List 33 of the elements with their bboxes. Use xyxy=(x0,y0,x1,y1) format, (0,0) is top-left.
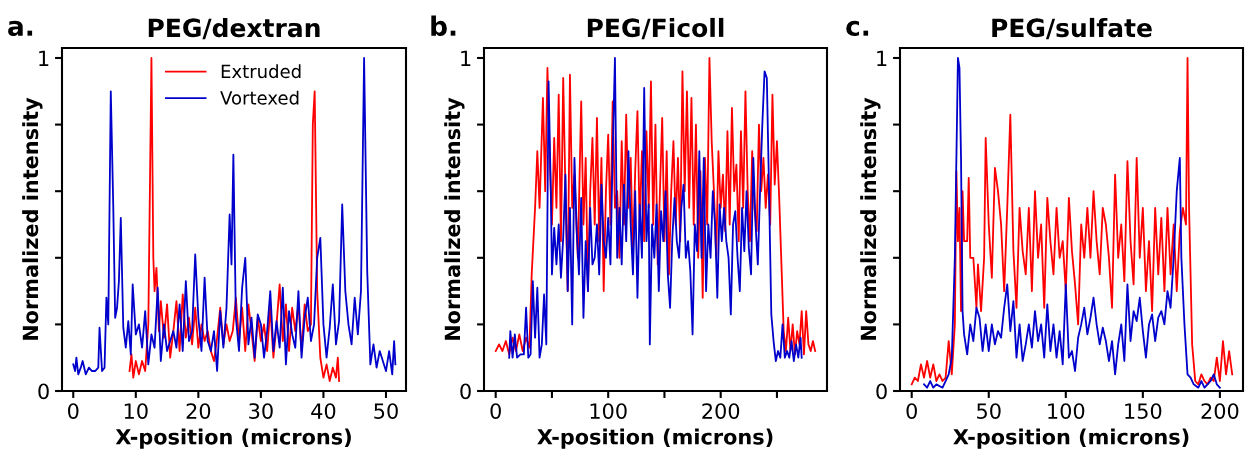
x-tick-label: 200 xyxy=(1201,403,1239,419)
legend-label: Vortexed xyxy=(220,90,299,105)
text: c. xyxy=(846,20,869,37)
y-tick-label: 1 xyxy=(461,50,471,66)
x-tick-label: 100 xyxy=(1048,403,1085,419)
x-tick-label: 0 xyxy=(68,403,79,419)
line-series xyxy=(72,57,397,376)
y-tick-label: 1 xyxy=(39,50,49,66)
x-tick-label: 200 xyxy=(702,403,740,419)
text: a. xyxy=(8,20,33,37)
x-axis-title: X-position (microns) xyxy=(115,428,351,449)
y-axis-title: Normalized intensity xyxy=(22,97,43,340)
x-tick-label: 0 xyxy=(490,403,501,419)
x-tick-label: 100 xyxy=(590,403,627,419)
x-tick-label: 30 xyxy=(249,403,273,419)
line-series xyxy=(128,57,340,382)
chart-title: PEG/sulfate xyxy=(992,17,1152,40)
chart-title: PEG/dextran xyxy=(148,17,320,40)
y-axis-title: Normalized intensity xyxy=(444,97,465,340)
x-tick-label: 50 xyxy=(977,403,1001,419)
x-axis-title: X-position (microns) xyxy=(537,428,773,449)
legend-label: Extruded xyxy=(221,64,301,79)
x-tick-label: 20 xyxy=(186,403,211,419)
x-tick-label: 10 xyxy=(124,403,148,419)
x-tick-label: 50 xyxy=(374,403,398,419)
y-tick-label: 1 xyxy=(877,50,887,66)
y-axis-title: Normalized intensity xyxy=(860,97,881,340)
x-tick-label: 40 xyxy=(311,403,336,419)
text: b. xyxy=(431,15,456,37)
x-axis-title: X-position (microns) xyxy=(953,428,1189,449)
x-tick-label: 150 xyxy=(1125,403,1162,419)
chart-title: PEG/Ficoll xyxy=(587,17,724,40)
x-tick-label: 0 xyxy=(906,403,917,419)
